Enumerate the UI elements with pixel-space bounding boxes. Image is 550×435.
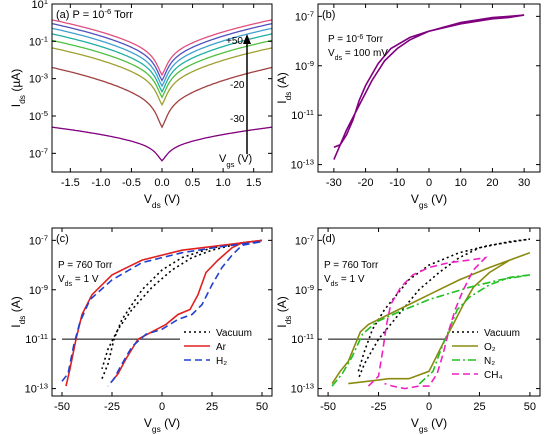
legend-entry: Ar bbox=[216, 342, 227, 353]
x-tick-label: -10 bbox=[389, 177, 405, 189]
condition-pressure: P = 760 Torr bbox=[324, 260, 379, 271]
plot-area bbox=[328, 238, 531, 390]
legend: Vacuum Ar H₂ bbox=[184, 328, 252, 367]
y-tick-label: 10-7 bbox=[29, 233, 48, 248]
x-tick-label: 1.5 bbox=[246, 177, 261, 189]
condition-bias: Vds = 1 V bbox=[58, 274, 99, 288]
panel-d: -50 -25 0 25 50 10-7 10-9 10-11 10-13 Vgs (V) Ids … bbox=[275, 227, 541, 434]
plot-area bbox=[61, 239, 263, 387]
panel-a: -1.5 -1.0 -0.5 0.0 0.5 1.0 1.5 101 10-1 10-3 10-5 1… bbox=[9, 0, 273, 210]
x-axis-label: Vgs (V) bbox=[411, 192, 447, 210]
legend-entry: O₂ bbox=[484, 342, 496, 353]
x-tick-label: -1.5 bbox=[61, 177, 80, 189]
y-tick-label: 10-11 bbox=[291, 332, 314, 347]
x-tick-label: 0.5 bbox=[185, 177, 200, 189]
series-line-6 bbox=[52, 47, 272, 107]
series-line-2 bbox=[52, 22, 272, 82]
condition-bias: Vds = 100 mV bbox=[328, 48, 388, 62]
x-tick-label: 0 bbox=[159, 401, 165, 413]
series-line-2 bbox=[331, 251, 531, 385]
series-line-3 bbox=[331, 274, 531, 387]
panel-label: (c) bbox=[56, 233, 69, 245]
y-axis-label: Ids (A) bbox=[275, 296, 293, 328]
x-tick-label: 0 bbox=[426, 401, 432, 413]
y-tick-label: 10-13 bbox=[291, 157, 314, 172]
plot-frame bbox=[51, 227, 273, 397]
series-line-3 bbox=[52, 27, 272, 88]
panel-label: (d) bbox=[322, 233, 335, 245]
x-tick-label: -0.5 bbox=[122, 177, 141, 189]
x-tick-label: -25 bbox=[104, 401, 120, 413]
x-tick-label: -50 bbox=[320, 401, 336, 413]
y-tick-label: 10-9 bbox=[29, 282, 48, 297]
panel-label: (b) bbox=[322, 9, 335, 21]
series-line-3 bbox=[61, 240, 263, 387]
y-tick-label: 10-1 bbox=[29, 34, 48, 49]
series-line-4 bbox=[367, 256, 488, 390]
y-tick-label: 10-11 bbox=[291, 108, 314, 123]
x-tick-label: 0.0 bbox=[154, 177, 169, 189]
y-tick-label: 10-7 bbox=[29, 146, 48, 161]
x-tick-label: 50 bbox=[524, 401, 536, 413]
y-tick-label: 10-5 bbox=[29, 109, 48, 124]
plot-frame bbox=[317, 3, 541, 173]
gate-arrow-head bbox=[243, 34, 251, 44]
series-line-1 bbox=[52, 19, 272, 77]
x-tick-label: 25 bbox=[206, 401, 218, 413]
legend-entry: Vacuum bbox=[216, 328, 252, 339]
y-tick-label: 10-3 bbox=[29, 71, 48, 86]
y-axis-label: Ids (µA) bbox=[9, 69, 27, 107]
condition-pressure: P = 10-6 Torr bbox=[328, 34, 384, 46]
condition-pressure: P = 760 Torr bbox=[58, 260, 113, 271]
y-axis-label: Ids (A) bbox=[9, 296, 27, 328]
x-tick-label: 30 bbox=[518, 177, 530, 189]
legend-entry: N₂ bbox=[484, 356, 495, 367]
x-axis-label: Vgs (V) bbox=[411, 416, 447, 434]
plot-area bbox=[52, 19, 272, 162]
y-axis-label: Ids (A) bbox=[275, 72, 293, 104]
x-tick-label: -50 bbox=[54, 401, 70, 413]
legend-entry: H₂ bbox=[216, 356, 227, 367]
series-line-1 bbox=[333, 14, 525, 160]
y-tick-label: 101 bbox=[31, 0, 48, 11]
series-line-1 bbox=[357, 238, 531, 380]
x-tick-label: 25 bbox=[473, 401, 485, 413]
x-tick-label: -1.0 bbox=[91, 177, 110, 189]
x-tick-label: -25 bbox=[371, 401, 387, 413]
y-tick-label: 10-9 bbox=[295, 282, 314, 297]
x-axis-label: Vgs (V) bbox=[144, 416, 180, 434]
series-line-8 bbox=[52, 126, 272, 162]
legend-entry: Vacuum bbox=[484, 328, 520, 339]
y-tick-label: 10-7 bbox=[295, 9, 314, 24]
x-tick-label: -30 bbox=[326, 177, 342, 189]
legend: Vacuum O₂ N₂ CH₄ bbox=[452, 328, 520, 381]
legend-entry: CH₄ bbox=[484, 370, 503, 381]
y-tick-label: 10-9 bbox=[295, 58, 314, 73]
x-tick-label: 0 bbox=[426, 177, 432, 189]
y-tick-label: 10-13 bbox=[291, 381, 314, 396]
y-tick-label: 10-11 bbox=[25, 332, 48, 347]
series-line-4 bbox=[52, 33, 272, 94]
gate-label: -20 bbox=[230, 80, 245, 91]
series-line-5 bbox=[52, 39, 272, 99]
x-tick-label: 20 bbox=[486, 177, 498, 189]
x-tick-label: -20 bbox=[358, 177, 374, 189]
panel-c: -50 -25 0 25 50 10-7 10-9 10-11 10-13 Vgs (V) Ids … bbox=[9, 227, 273, 434]
x-tick-label: 1.0 bbox=[215, 177, 230, 189]
panel-label: (a) P = 10-6 Torr bbox=[56, 7, 133, 22]
gate-label: -30 bbox=[230, 114, 245, 125]
series-line-7 bbox=[52, 66, 272, 129]
plot-area bbox=[333, 14, 525, 160]
gate-arrow-label: Vgs (V) bbox=[219, 153, 252, 169]
gate-label: +50 bbox=[226, 36, 243, 47]
x-tick-label: 10 bbox=[455, 177, 467, 189]
x-axis-label: Vds (V) bbox=[144, 192, 180, 210]
panel-b: -30 -20 -10 0 10 20 30 10-7 10-9 10-11 10-13 Vgs (V… bbox=[275, 3, 541, 210]
condition-bias: Vds = 1 V bbox=[324, 274, 365, 288]
y-tick-label: 10-13 bbox=[25, 381, 48, 396]
y-tick-label: 10-7 bbox=[295, 233, 314, 248]
x-tick-label: 50 bbox=[256, 401, 268, 413]
